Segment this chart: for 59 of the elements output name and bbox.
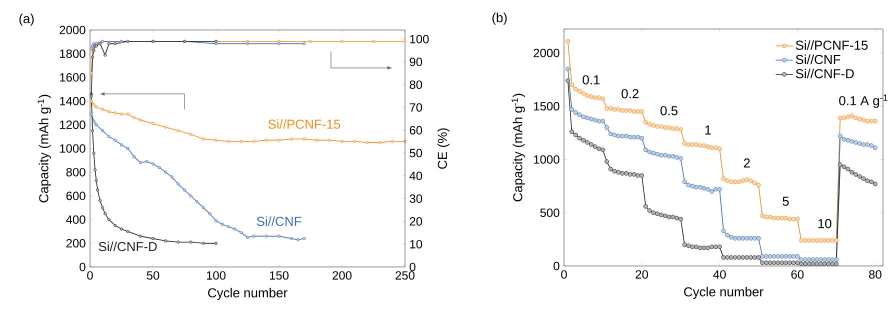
annotation: 10 (818, 219, 832, 228)
legend-label: Si//CNF-D (796, 68, 854, 78)
y-tick-label: 1800 (60, 49, 86, 58)
annotation: 0.5 (660, 106, 678, 116)
x-tick-label: 200 (332, 271, 352, 280)
series-label: Si//PCNF-15 (268, 119, 340, 129)
y2-axis-title: CE (%) (437, 128, 450, 169)
y-tick-label: 0 (80, 262, 86, 272)
x-tick-label: 100 (206, 271, 226, 280)
y2-tick-label: 10 (410, 240, 422, 248)
y2-tick-label: 40 (409, 172, 422, 180)
y2-tick-label: 60 (410, 126, 422, 134)
x-tick-label: 150 (270, 271, 289, 280)
annotation: 0.1 A g$^{-1}$ (839, 94, 888, 108)
y-tick-label: 600 (66, 192, 86, 200)
x-tick-label: 20 (636, 270, 648, 279)
chart-title: (a) (19, 14, 34, 26)
y2-tick-label: 50 (410, 148, 422, 158)
x-tick-label: 60 (791, 270, 804, 279)
x-axis-title: Cycle number (208, 288, 288, 300)
y-tick-label: 1000 (60, 144, 86, 153)
y-tick-label: 1500 (534, 102, 560, 110)
y-axis-title: Capacity (mAh g$^{-1}$) (38, 94, 51, 202)
x-tick-label: 50 (146, 271, 160, 280)
y-tick-label: 1400 (60, 96, 86, 106)
x-tick-label: 0 (87, 271, 93, 280)
y-tick-label: 400 (66, 215, 86, 224)
x-tick-label: 250 (396, 271, 415, 280)
y-tick-label: 800 (66, 168, 86, 176)
x-tick-label: 0 (561, 270, 567, 279)
y-tick-label: 1200 (60, 120, 86, 130)
y-axis-title: Capacity (mAh g$^{-1}$) (512, 94, 525, 202)
annotation: 1 (705, 126, 711, 134)
y2-tick-label: 30 (410, 194, 422, 203)
legend-label: Si//PCNF-15 (796, 40, 868, 50)
y2-tick-label: 100 (410, 34, 429, 44)
annotation: 0.2 (622, 89, 639, 98)
y2-tick-label: 20 (410, 217, 422, 226)
y-tick-label: 2000 (534, 48, 560, 58)
series-label: Si//CNF (256, 216, 302, 226)
y-tick-label: 500 (540, 208, 560, 217)
y-tick-label: 200 (66, 239, 86, 248)
y2-tick-label: 0 (410, 262, 416, 272)
x-tick-label: 80 (869, 270, 882, 279)
x-axis-title: Cycle number (684, 286, 764, 299)
y-tick-label: 1600 (60, 73, 86, 82)
annotation: 0.1 (582, 75, 600, 84)
legend-label: Si//CNF (796, 54, 840, 64)
y-tick-label: 2000 (60, 26, 86, 34)
y2-tick-label: 90 (410, 58, 422, 66)
chart-title: (b) (492, 12, 507, 25)
y2-tick-label: 70 (410, 103, 422, 112)
series-label: Si//CNF-D (98, 242, 157, 252)
annotation: 2 (744, 158, 750, 168)
annotation: 5 (782, 196, 789, 206)
y2-tick-label: 80 (410, 80, 422, 89)
x-tick-label: 40 (713, 270, 726, 279)
y-tick-label: 1000 (534, 155, 560, 164)
y-tick-label: 0 (554, 262, 560, 270)
